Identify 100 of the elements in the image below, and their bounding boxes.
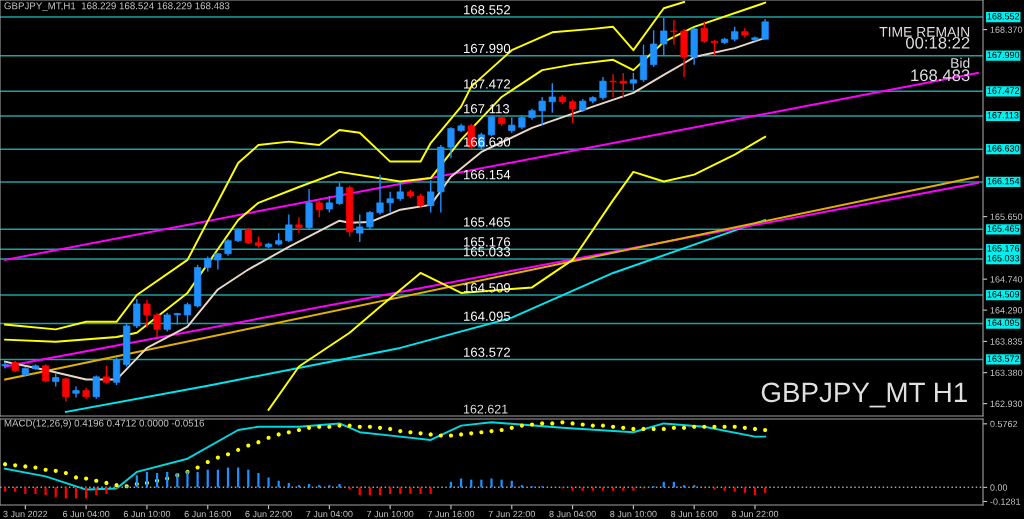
candlestick [92,374,100,400]
candlestick [356,213,364,243]
annotation: 168.483 [911,69,970,82]
text: 167.472 [987,87,1020,94]
annotation: Bid [951,57,970,68]
bar [399,487,402,494]
bar [733,487,736,492]
bar [622,487,625,491]
candlestick [153,312,161,338]
bar [34,487,37,494]
y-tick-label: 162.930 [990,400,1023,407]
bar [419,487,422,494]
ref-line-label: 164.095 [464,311,511,321]
ref-line-label: 167.990 [464,43,511,54]
ref-line-label: 163.572 [464,347,511,357]
candlestick [112,356,121,386]
bar [378,487,382,496]
candlestick [62,376,70,403]
candlestick [619,72,627,98]
bar [713,487,716,490]
annotation: TIME REMAIN [879,27,970,37]
annotation: 00:18:22 [906,36,970,49]
y-tick-label: 164.290 [990,307,1023,314]
bar [257,473,260,488]
y-tick-label: 0.00 [990,484,1008,491]
candlestick [599,76,607,101]
candlestick [548,82,556,114]
candlestick [163,312,171,333]
bar [24,487,27,494]
candlestick [761,18,769,40]
x-tick-label: 6 Jun 04:00 [63,510,110,518]
bar [44,487,47,496]
text: 165.033 [987,255,1020,262]
chart-title: GBPJPY_MT,H1 168.229 168.524 168.229 168.483 [4,2,230,12]
bar [601,487,605,491]
bar [723,487,726,491]
candlestick [335,182,344,206]
x-tick-label: 8 Jun 10:00 [610,510,657,518]
y-tick-label: 164.740 [990,276,1023,283]
candlestick [183,301,192,324]
bar [632,487,635,491]
y-tick-label: 168.370 [990,26,1023,33]
candlestick [1,361,9,370]
bar [3,487,7,492]
bar [389,487,392,494]
bar [338,484,341,488]
bar [490,478,493,488]
candlestick [72,385,80,399]
text: 168.552 [987,13,1020,20]
candlestick [447,126,455,159]
y-tick-label: 163.380 [990,369,1023,377]
y-tick-label: 163.835 [990,338,1023,345]
bar [581,487,584,491]
x-tick-label: 8 Jun 22:00 [731,510,779,518]
x-tick-label: 6 Jun 22:00 [245,510,292,518]
bar [753,487,757,496]
annotation: 162.621 [463,404,508,414]
x-tick-label: 7 Jun 10:00 [367,510,414,518]
bar [267,477,270,488]
text: 167.990 [987,51,1020,59]
candlestick [133,298,141,329]
candlestick [285,213,293,243]
bar [14,487,17,492]
bar [54,487,57,498]
bar [743,487,746,493]
candlestick [700,20,708,44]
x-tick-label: 8 Jun 16:00 [670,510,718,518]
bar [591,487,594,491]
bar [186,470,189,488]
x-tick-label: 8 Jun 04:00 [549,510,596,518]
bar [571,487,574,491]
y-tick-label: 165.650 [990,213,1023,220]
text: 165.465 [987,225,1020,232]
ref-line-label: 165.465 [464,217,511,227]
x-tick-label: 7 Jun 04:00 [306,510,353,518]
bar [764,487,767,493]
candlestick [143,299,151,328]
text: 167.113 [987,112,1019,119]
text: 166.630 [987,145,1020,152]
candlestick [670,19,678,46]
candlestick [568,99,577,124]
candlestick [295,216,303,234]
bar [348,487,351,490]
text: 164.095 [987,319,1020,326]
x-tick-label: 6 Jun 16:00 [184,510,231,518]
bar [429,487,432,494]
candlestick [538,96,546,126]
candlestick [376,173,384,216]
text: 166.154 [987,177,1020,185]
candlestick [427,179,435,214]
ref-line-label: 168.552 [464,5,511,15]
ref-line-label: 166.154 [464,169,511,180]
text: 165.176 [987,245,1020,252]
candlestick [386,191,394,214]
candlestick [650,29,658,68]
candlestick [660,17,668,56]
bar [95,487,98,496]
ref-line-label: 165.176 [464,237,511,247]
text: 164.509 [987,291,1020,298]
annotation: GBPJPY_MT H1 [761,382,967,408]
